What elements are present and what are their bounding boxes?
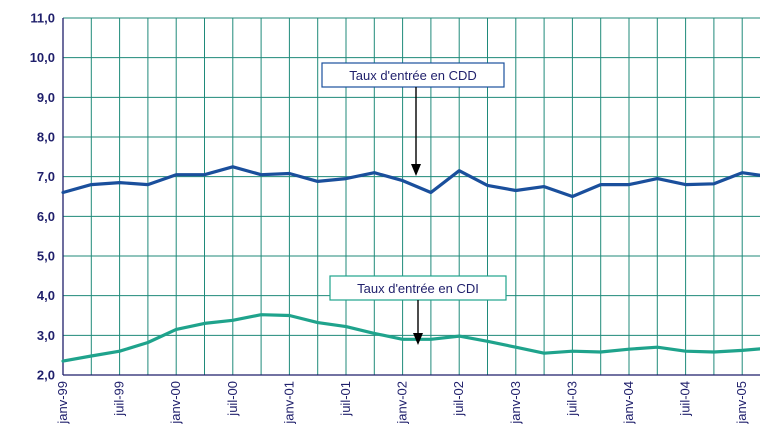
cdd-callout: Taux d'entrée en CDD xyxy=(321,62,505,176)
y-tick-label: 6,0 xyxy=(37,209,55,224)
x-tick-label: janv-02 xyxy=(395,381,410,425)
x-tick-label: juil-01 xyxy=(338,381,353,417)
x-tick-label: juil-99 xyxy=(112,381,127,417)
x-tick-label: janv-99 xyxy=(55,381,70,425)
y-tick-label: 3,0 xyxy=(37,328,55,343)
y-tick-label: 10,0 xyxy=(30,50,55,65)
x-tick-label: juil-04 xyxy=(678,381,693,417)
x-tick-label: janv-00 xyxy=(168,381,183,425)
cdi-callout-arrowhead xyxy=(413,333,423,345)
y-tick-label: 8,0 xyxy=(37,130,55,145)
x-tick-label: juil-02 xyxy=(451,381,466,417)
cdd-callout-label: Taux d'entrée en CDD xyxy=(349,68,477,83)
cdi-series-line xyxy=(61,313,760,363)
y-tick-label: 9,0 xyxy=(37,90,55,105)
y-axis-tick-labels: 2,0 3,0 4,0 5,0 6,0 7,0 8,0 9,0 10,0 11,0 xyxy=(30,11,55,383)
cdd-series-line xyxy=(61,165,760,199)
x-tick-label: janv-03 xyxy=(508,381,523,425)
y-tick-label: 5,0 xyxy=(37,249,55,264)
y-tick-label: 2,0 xyxy=(37,368,55,383)
x-tick-label: juil-00 xyxy=(225,381,240,417)
x-tick-label: janv-05 xyxy=(734,381,749,425)
horizontal-gridlines xyxy=(63,17,760,376)
series-layer xyxy=(61,165,760,363)
x-tick-label: janv-04 xyxy=(621,381,636,425)
y-tick-label: 4,0 xyxy=(37,288,55,303)
x-tick-label: juil-03 xyxy=(564,381,579,417)
cdi-callout: Taux d'entrée en CDI xyxy=(329,275,507,345)
x-tick-label: janv-01 xyxy=(281,381,296,425)
cdi-callout-label: Taux d'entrée en CDI xyxy=(357,281,479,296)
y-tick-label: 7,0 xyxy=(37,169,55,184)
axes xyxy=(62,18,760,376)
x-axis-tick-labels: janv-99 juil-99 janv-00 juil-00 janv-01 juil-… xyxy=(55,381,749,425)
cdd-callout-box xyxy=(321,62,505,88)
y-tick-label: 11,0 xyxy=(30,11,55,26)
cdd-callout-arrowhead xyxy=(411,164,421,176)
